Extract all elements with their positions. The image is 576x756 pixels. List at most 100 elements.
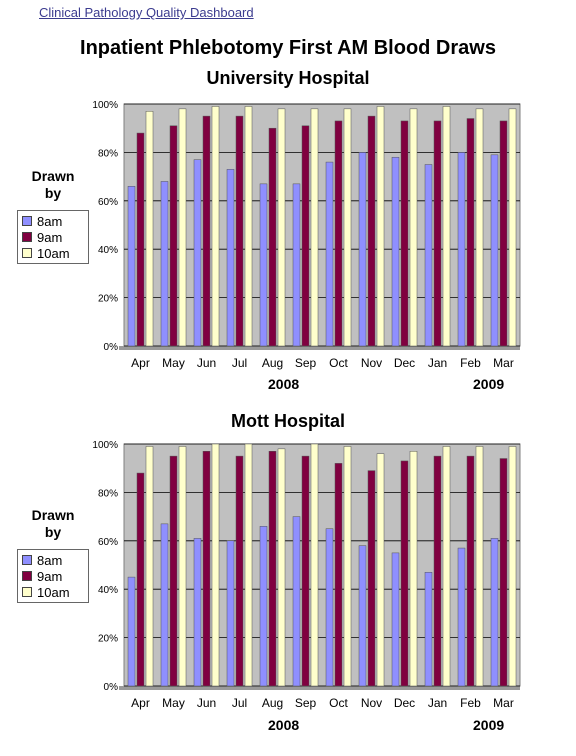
bar-9am-jan [433,120,442,347]
swatch-9am [22,232,32,242]
page-title: Inpatient Phlebotomy First AM Blood Draw… [80,37,496,59]
legend-label-10am: 10am [37,245,70,261]
x-tick-label: Nov [361,696,382,710]
bar-9am-apr [136,472,145,687]
bar-8am-dec [391,552,400,687]
x-tick-label: Jan [428,356,447,370]
bar-10am-nov [376,453,385,687]
y-tick-label: 0% [104,682,119,693]
bar-10am-aug [277,108,286,347]
bar-9am-nov [367,470,376,687]
legend-label-9am: 9am [37,568,63,584]
bar-9am-oct [334,463,343,687]
bar-9am-jul [235,115,244,347]
legend-item-9am: 9am [22,229,84,245]
legend-title-line1: Drawn [31,168,75,184]
swatch-8am [22,216,32,226]
x-tick-label: Mar [493,356,514,370]
bar-10am-jan [442,106,451,347]
bar-8am-jul [226,540,235,687]
swatch-10am [22,248,32,258]
bar-10am-feb [475,108,484,347]
bar-9am-dec [400,120,409,347]
bar-10am-dec [409,108,418,347]
bar-8am-nov [358,545,367,687]
bar-9am-may [169,455,178,687]
bar-8am-jun [193,159,202,347]
year-label-2008: 2008 [268,376,300,392]
bar-9am-mar [499,120,508,347]
bar-10am-feb [475,446,484,687]
bar-9am-jun [202,451,211,687]
x-tick-label: Sep [295,696,317,710]
legend-item-8am: 8am [22,213,84,229]
x-tick-label: May [162,696,185,710]
dashboard-link[interactable]: Clinical Pathology Quality Dashboard [39,5,254,20]
y-tick-label: 20% [98,634,118,645]
year-label-2009: 2009 [473,376,505,392]
bar-8am-sep [292,183,301,347]
bar-9am-may [169,125,178,347]
legend-title: Drawn by [17,168,89,202]
bar-9am-aug [268,451,277,687]
chart-title-university: University Hospital [206,68,370,88]
x-tick-label: Dec [394,696,415,710]
x-tick-label: Feb [460,356,481,370]
bar-10am-jun [211,106,220,347]
x-tick-label: Jan [428,696,447,710]
bar-10am-mar [508,446,517,687]
legend-title: Drawn by [17,507,89,541]
chart-title-mott: Mott Hospital [231,411,345,431]
legend-mott: Drawn by 8am 9am 10am [17,507,89,603]
plot-floor [119,686,520,690]
bar-10am-nov [376,106,385,347]
bar-10am-dec [409,451,418,687]
y-tick-label: 40% [98,585,118,596]
bar-9am-feb [466,118,475,347]
bar-10am-sep [310,443,319,687]
legend-label-8am: 8am [37,213,63,229]
y-tick-label: 80% [98,488,118,499]
x-tick-label: Aug [262,696,283,710]
y-tick-label: 60% [98,197,118,208]
year-label-2008: 2008 [268,717,300,733]
x-tick-label: Sep [295,356,317,370]
x-tick-label: Dec [394,356,415,370]
bar-9am-mar [499,458,508,687]
swatch-9am [22,571,32,581]
bar-8am-feb [457,547,466,687]
bar-9am-apr [136,132,145,347]
bar-8am-sep [292,516,301,687]
bar-10am-may [178,446,187,687]
bar-9am-sep [301,455,310,687]
bar-8am-jan [424,164,433,347]
bar-10am-sep [310,108,319,347]
bar-8am-aug [259,183,268,347]
bar-10am-jul [244,443,253,687]
bar-8am-nov [358,152,367,347]
y-tick-label: 0% [104,342,119,353]
legend-item-10am: 10am [22,245,84,261]
legend-university: Drawn by 8am 9am 10am [17,168,89,264]
y-tick-label: 20% [98,294,118,305]
x-tick-label: Jun [197,356,216,370]
y-tick-label: 80% [98,148,118,159]
bar-10am-jul [244,106,253,347]
x-tick-label: Oct [329,356,348,370]
bar-9am-jan [433,455,442,687]
mott-hospital-chart: 0% 20% 40% 60% 80% 100% Apr May Jun Jul Aug Sep Oct N… [92,440,521,710]
bar-8am-feb [457,152,466,347]
y-tick-label: 60% [98,537,118,548]
bar-8am-oct [325,528,334,687]
bar-10am-aug [277,448,286,687]
legend-item-8am: 8am [22,552,84,568]
legend-label-10am: 10am [37,584,70,600]
bar-8am-dec [391,156,400,347]
x-tick-label: Apr [131,696,150,710]
bar-9am-aug [268,127,277,347]
legend-title-line2: by [44,524,62,540]
x-tick-label: May [162,356,185,370]
x-tick-label: Oct [329,696,348,710]
legend-item-10am: 10am [22,584,84,600]
bar-8am-may [160,523,169,687]
